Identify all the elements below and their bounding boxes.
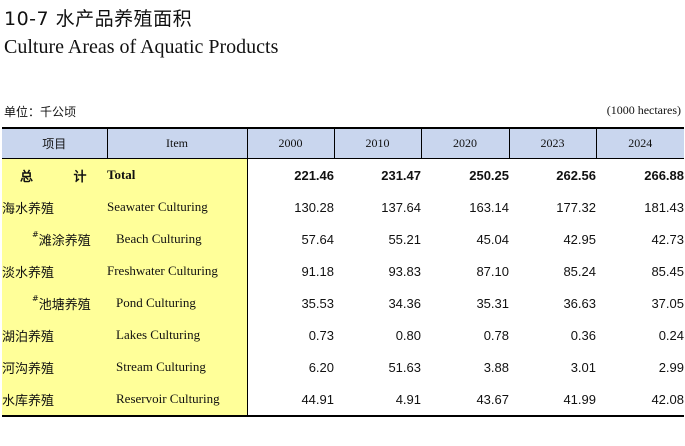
row-label-chinese-text: 滩涂养殖 bbox=[38, 233, 91, 249]
value-cell: 0.24 bbox=[658, 327, 684, 343]
row-label-chinese-text: 河沟养殖 bbox=[2, 361, 55, 377]
row-label-chinese: 总 计 bbox=[2, 158, 107, 191]
table-row: 湖泊养殖 Lakes Culturing 0.73 0.80 0.78 0.36 0.24 bbox=[2, 319, 684, 351]
value-cell: 266.88 bbox=[644, 167, 684, 183]
value-cell: 87.10 bbox=[476, 263, 509, 279]
table-title-chinese: 10-7 水产品养殖面积 bbox=[4, 8, 193, 30]
value-cell: 55.21 bbox=[388, 231, 421, 247]
value-cell: 41.99 bbox=[509, 383, 596, 417]
value-cell: 2.99 bbox=[658, 359, 684, 375]
table-row: #滩涂养殖 Beach Culturing 57.64 55.21 45.04 42.95… bbox=[2, 223, 684, 255]
value-cell: 44.91 bbox=[247, 383, 334, 417]
value-cell: 4.91 bbox=[334, 383, 421, 417]
value-cell: 0.36 bbox=[570, 327, 596, 343]
row-label-english: Total bbox=[107, 158, 248, 191]
value-cell: 163.14 bbox=[469, 199, 509, 215]
footnote-mark: # bbox=[32, 229, 39, 239]
value-cell: 0.78 bbox=[483, 327, 509, 343]
header-year: 2024 bbox=[595, 127, 684, 159]
value-cell: 42.08 bbox=[596, 383, 684, 417]
table-row: 海水养殖 Seawater Culturing 130.28 137.64 163.14… bbox=[2, 191, 684, 223]
header-year: 2020 bbox=[420, 127, 509, 159]
header-year: 2000 bbox=[246, 127, 334, 159]
value-cell: 51.63 bbox=[388, 359, 421, 375]
culture-area-table: 项目 Item 2000 2010 2020 2023 2024 总 计 Tota… bbox=[2, 127, 684, 417]
value-cell: 130.28 bbox=[294, 199, 334, 215]
value-cell: 42.73 bbox=[651, 231, 684, 247]
footnote-mark: # bbox=[32, 293, 39, 303]
value-cell: 45.04 bbox=[476, 231, 509, 247]
value-cell: 57.64 bbox=[301, 231, 334, 247]
value-cell: 43.67 bbox=[421, 383, 509, 417]
table-title-english: Culture Areas of Aquatic Products bbox=[4, 36, 279, 58]
row-label-chinese-text: 淡水养殖 bbox=[2, 265, 55, 281]
value-cell: 6.20 bbox=[308, 359, 334, 375]
header-item-chinese: 项目 bbox=[2, 127, 107, 159]
value-cell: 181.43 bbox=[644, 199, 684, 215]
row-label-chinese-text: 总 计 bbox=[20, 169, 105, 185]
table-row: 河沟养殖 Stream Culturing 6.20 51.63 3.88 3.01 2.9… bbox=[2, 351, 684, 383]
value-cell: 35.53 bbox=[301, 295, 334, 311]
row-label-english: Reservoir Culturing bbox=[107, 383, 248, 417]
value-cell: 36.63 bbox=[563, 295, 596, 311]
row-label-chinese: 海水养殖 bbox=[2, 191, 107, 223]
table-row: 淡水养殖 Freshwater Culturing 91.18 93.83 87.10 8… bbox=[2, 255, 684, 287]
row-label-chinese: 湖泊养殖 bbox=[2, 319, 107, 351]
row-label-english: Pond Culturing bbox=[107, 287, 248, 319]
header-year: 2023 bbox=[508, 127, 596, 159]
row-label-chinese: 水库养殖 bbox=[2, 383, 107, 417]
header-item-english: Item bbox=[106, 127, 247, 159]
table-row: #池塘养殖 Pond Culturing 35.53 34.36 35.31 36.63 3… bbox=[2, 287, 684, 319]
row-label-chinese: 河沟养殖 bbox=[2, 351, 107, 383]
value-cell: 0.80 bbox=[395, 327, 421, 343]
row-label-chinese-text: 湖泊养殖 bbox=[2, 329, 55, 345]
row-label-chinese-text: 池塘养殖 bbox=[38, 297, 91, 313]
value-cell: 85.24 bbox=[563, 263, 596, 279]
value-cell: 177.32 bbox=[556, 199, 596, 215]
header-year: 2010 bbox=[333, 127, 421, 159]
value-cell: 250.25 bbox=[469, 167, 509, 183]
row-label-english: Beach Culturing bbox=[107, 223, 248, 255]
value-cell: 262.56 bbox=[556, 167, 596, 183]
value-cell: 34.36 bbox=[388, 295, 421, 311]
value-cell: 37.05 bbox=[651, 295, 684, 311]
row-label-chinese: 淡水养殖 bbox=[2, 255, 107, 287]
unit-label-english: (1000 hectares) bbox=[606, 103, 681, 117]
value-cell: 231.47 bbox=[381, 167, 421, 183]
value-cell: 42.95 bbox=[563, 231, 596, 247]
row-label-chinese-text: 海水养殖 bbox=[2, 201, 55, 217]
row-label-english: Lakes Culturing bbox=[107, 319, 248, 351]
row-label-chinese: #池塘养殖 bbox=[2, 287, 107, 319]
value-cell: 3.01 bbox=[570, 359, 596, 375]
row-label-english: Freshwater Culturing bbox=[107, 255, 248, 287]
value-cell: 91.18 bbox=[301, 263, 334, 279]
row-label-english: Seawater Culturing bbox=[107, 191, 248, 223]
row-label-chinese-text: 水库养殖 bbox=[2, 393, 55, 409]
table-row: 总 计 Total 221.46 231.47 250.25 262.56 266.88 bbox=[2, 158, 684, 191]
header-row: 项目 Item 2000 2010 2020 2023 2024 bbox=[2, 127, 684, 159]
row-label-english: Stream Culturing bbox=[107, 351, 248, 383]
unit-label-chinese: 单位：千公顷 bbox=[4, 105, 77, 119]
value-cell: 85.45 bbox=[651, 263, 684, 279]
row-label-chinese: #滩涂养殖 bbox=[2, 223, 107, 255]
value-cell: 35.31 bbox=[476, 295, 509, 311]
value-cell: 221.46 bbox=[294, 167, 334, 183]
value-cell: 137.64 bbox=[381, 199, 421, 215]
value-cell: 3.88 bbox=[483, 359, 509, 375]
value-cell: 93.83 bbox=[388, 263, 421, 279]
value-cell: 0.73 bbox=[308, 327, 334, 343]
table-row: 水库养殖 Reservoir Culturing 44.91 4.91 43.67 41.… bbox=[2, 383, 684, 417]
